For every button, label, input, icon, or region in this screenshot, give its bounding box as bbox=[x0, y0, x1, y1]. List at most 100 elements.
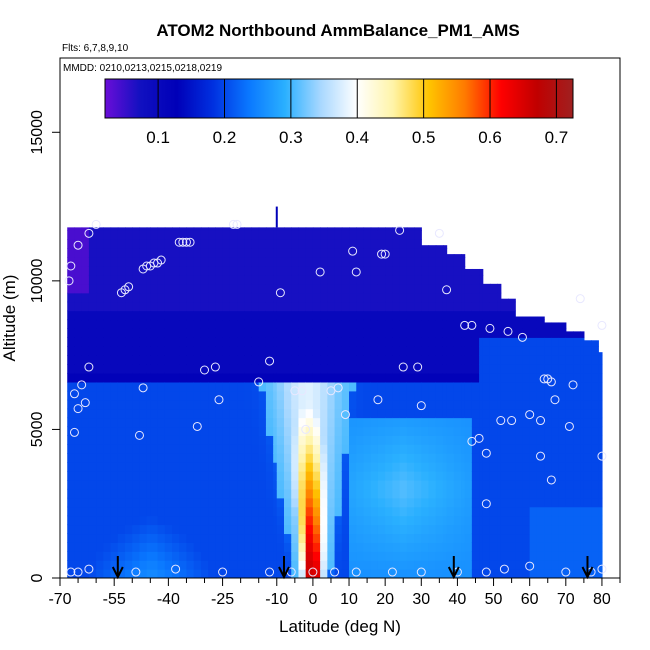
heatmap-cell bbox=[573, 542, 581, 552]
heatmap-cell bbox=[276, 248, 285, 258]
heatmap-cell bbox=[598, 408, 603, 419]
heatmap-cell bbox=[298, 257, 307, 267]
heatmap-cell bbox=[421, 372, 430, 383]
heatmap-cell bbox=[291, 310, 300, 321]
heatmap-cell bbox=[500, 310, 509, 321]
heatmap-cell bbox=[103, 417, 112, 428]
heatmap-cell bbox=[244, 488, 253, 499]
heatmap-cell bbox=[179, 283, 188, 294]
heatmap-cell bbox=[565, 364, 574, 374]
heatmap-cell bbox=[435, 488, 444, 499]
heatmap-cell bbox=[273, 479, 278, 490]
heatmap-cell bbox=[146, 328, 151, 338]
heatmap-cell bbox=[67, 328, 76, 338]
heatmap-cell bbox=[385, 399, 393, 410]
heatmap-cell bbox=[139, 462, 148, 472]
heatmap-cell bbox=[399, 301, 408, 312]
heatmap-cell bbox=[551, 506, 560, 517]
heatmap-cell bbox=[453, 355, 462, 365]
heatmap-cell bbox=[312, 444, 321, 454]
heatmap-cell bbox=[453, 506, 462, 517]
heatmap-cell bbox=[446, 462, 455, 472]
heatmap-cell bbox=[356, 435, 365, 445]
heatmap-cell bbox=[117, 230, 126, 240]
heatmap-cell bbox=[363, 524, 372, 535]
heatmap-cell bbox=[179, 551, 188, 561]
heatmap-cell bbox=[349, 292, 357, 303]
heatmap-cell bbox=[276, 497, 285, 508]
heatmap-cell bbox=[442, 417, 448, 428]
heatmap-cell bbox=[334, 230, 343, 240]
heatmap-cell bbox=[479, 506, 484, 517]
heatmap-cell bbox=[341, 381, 350, 392]
heatmap-cell bbox=[406, 274, 415, 285]
heatmap-cell bbox=[110, 533, 119, 543]
heatmap-cell bbox=[453, 390, 462, 401]
heatmap-cell bbox=[341, 390, 350, 401]
heatmap-cell bbox=[356, 372, 365, 383]
heatmap-cell bbox=[377, 417, 386, 428]
heatmap-cell bbox=[179, 408, 188, 419]
heatmap-cell bbox=[497, 524, 502, 535]
heatmap-cell bbox=[312, 337, 321, 347]
heatmap-cell bbox=[146, 453, 151, 463]
heatmap-cell bbox=[215, 506, 224, 517]
heatmap-cell bbox=[392, 533, 401, 543]
heatmap-cell bbox=[446, 524, 455, 535]
heatmap-cell bbox=[193, 310, 202, 321]
heatmap-cell bbox=[88, 417, 97, 428]
heatmap-cell bbox=[215, 462, 224, 472]
heatmap-cell bbox=[186, 551, 195, 561]
heatmap-cell bbox=[139, 399, 148, 410]
heatmap-cell bbox=[377, 408, 386, 419]
heatmap-cell bbox=[96, 292, 104, 303]
heatmap-cell bbox=[392, 497, 401, 508]
heatmap-cell bbox=[482, 551, 491, 561]
heatmap-cell bbox=[515, 408, 524, 419]
heatmap-cell bbox=[103, 266, 112, 276]
heatmap-cell bbox=[453, 283, 462, 294]
heatmap-cell bbox=[258, 542, 267, 552]
heatmap-cell bbox=[573, 408, 581, 419]
heatmap-cell bbox=[320, 515, 328, 526]
heatmap-cell bbox=[229, 283, 238, 294]
heatmap-cell bbox=[298, 435, 307, 445]
heatmap-cell bbox=[392, 399, 401, 410]
heatmap-cell bbox=[150, 248, 159, 258]
heatmap-cell bbox=[291, 408, 300, 419]
heatmap-cell bbox=[522, 569, 531, 578]
heatmap-cell bbox=[305, 390, 314, 401]
heatmap-cell bbox=[222, 390, 231, 401]
heatmap-cell bbox=[208, 319, 216, 329]
heatmap-cell bbox=[442, 569, 448, 578]
heatmap-cell bbox=[258, 462, 267, 472]
heatmap-cell bbox=[363, 274, 372, 285]
heatmap-cell bbox=[276, 328, 285, 338]
heatmap-cell bbox=[67, 381, 76, 392]
heatmap-cell bbox=[464, 497, 473, 508]
observation-point bbox=[348, 246, 358, 256]
heatmap-cell bbox=[312, 399, 321, 410]
heatmap-cell bbox=[193, 399, 202, 410]
heatmap-cell bbox=[461, 551, 466, 561]
heatmap-cell bbox=[536, 462, 545, 472]
heatmap-cell bbox=[67, 230, 76, 240]
heatmap-cell bbox=[146, 337, 151, 347]
heatmap-cell bbox=[349, 488, 357, 499]
heatmap-cell bbox=[580, 408, 585, 419]
observation-point bbox=[200, 365, 210, 375]
heatmap-cell bbox=[580, 355, 585, 365]
heatmap-cell bbox=[88, 292, 97, 303]
heatmap-cell bbox=[164, 310, 173, 321]
heatmap-cell bbox=[551, 408, 560, 419]
heatmap-cell bbox=[363, 328, 372, 338]
heatmap-cell bbox=[461, 257, 466, 267]
heatmap-cell bbox=[399, 257, 408, 267]
heatmap-cell bbox=[392, 274, 401, 285]
heatmap-cell bbox=[479, 444, 484, 454]
heatmap-cell bbox=[172, 292, 180, 303]
heatmap-cell bbox=[591, 551, 599, 561]
heatmap-cell bbox=[125, 462, 133, 472]
heatmap-cell bbox=[414, 266, 422, 276]
heatmap-cell bbox=[320, 248, 328, 258]
